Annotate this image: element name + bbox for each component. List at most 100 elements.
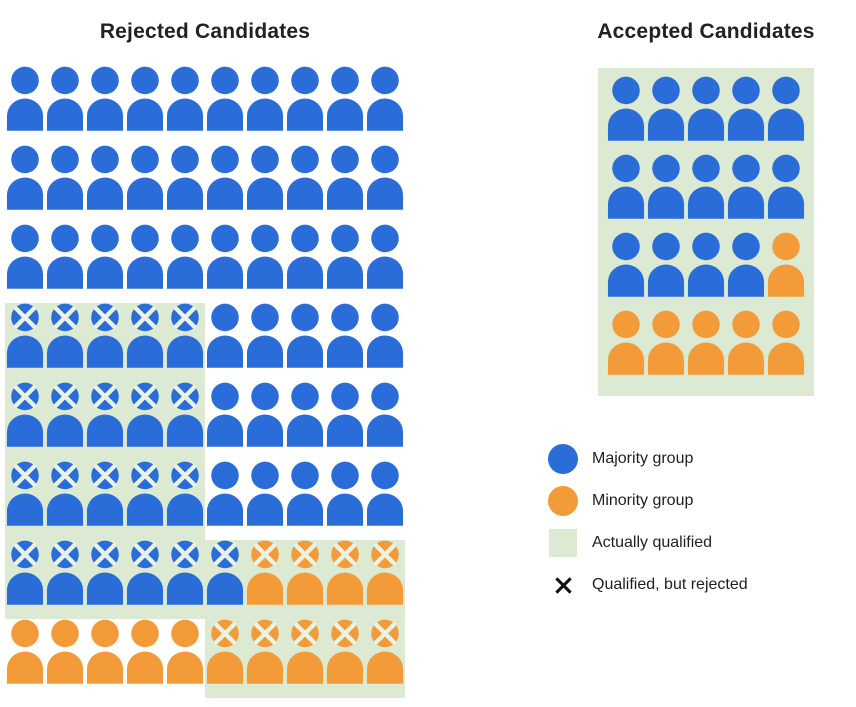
person-icon [46, 66, 84, 131]
person-icon [246, 66, 284, 131]
person-icon [767, 154, 805, 219]
person-icon [6, 66, 44, 131]
person-icon [687, 232, 725, 297]
candidate-majority [5, 145, 45, 224]
candidate-majority [285, 461, 325, 540]
person-icon [126, 303, 164, 368]
person-icon [206, 540, 244, 605]
candidate-majority [125, 66, 165, 145]
person-icon [687, 76, 725, 141]
candidate-majority [165, 66, 205, 145]
person-icon [286, 303, 324, 368]
accepted-candidates-grid [606, 76, 806, 388]
candidate-majority [205, 224, 245, 303]
candidate-majority [245, 382, 285, 461]
candidate-majority [245, 145, 285, 224]
candidate-minority-qualified-rejected [365, 619, 405, 698]
person-icon [126, 224, 164, 289]
person-icon [246, 540, 284, 605]
person-icon [647, 154, 685, 219]
candidate-majority [205, 66, 245, 145]
candidate-minority [45, 619, 85, 698]
candidate-majority [766, 154, 806, 232]
person-icon [607, 310, 645, 375]
candidate-majority-qualified-rejected [85, 303, 125, 382]
person-icon [727, 154, 765, 219]
person-icon [366, 66, 404, 131]
candidate-majority [165, 224, 205, 303]
legend-item: Actually qualified [548, 528, 748, 558]
candidate-majority [325, 145, 365, 224]
candidate-minority [646, 310, 686, 388]
person-icon [326, 382, 364, 447]
person-icon [206, 66, 244, 131]
candidate-majority-qualified-rejected [45, 382, 85, 461]
person-icon [286, 382, 324, 447]
candidate-majority [205, 145, 245, 224]
person-icon [326, 619, 364, 684]
candidate-minority-qualified-rejected [245, 540, 285, 619]
candidate-minority-qualified-rejected [245, 619, 285, 698]
candidate-majority [646, 154, 686, 232]
person-icon [86, 619, 124, 684]
candidate-majority [285, 145, 325, 224]
candidate-majority [245, 224, 285, 303]
person-icon [366, 540, 404, 605]
person-icon [46, 540, 84, 605]
person-icon [6, 382, 44, 447]
legend-item: Majority group [548, 444, 748, 474]
candidate-majority [45, 224, 85, 303]
candidate-majority [365, 66, 405, 145]
person-icon [366, 461, 404, 526]
person-icon [206, 382, 244, 447]
candidate-majority-qualified-rejected [165, 382, 205, 461]
candidate-majority [245, 66, 285, 145]
person-icon [286, 66, 324, 131]
candidate-majority-qualified-rejected [5, 461, 45, 540]
person-icon [166, 461, 204, 526]
candidate-minority [606, 310, 646, 388]
person-icon [647, 76, 685, 141]
person-icon [126, 382, 164, 447]
candidate-majority [205, 382, 245, 461]
legend-label: Majority group [592, 450, 694, 467]
candidate-minority [85, 619, 125, 698]
candidate-majority-qualified-rejected [45, 540, 85, 619]
accepted-qualified-region [598, 68, 814, 396]
candidate-majority [5, 66, 45, 145]
person-icon [767, 232, 805, 297]
candidate-majority [125, 224, 165, 303]
person-icon [286, 461, 324, 526]
candidate-majority [606, 76, 646, 154]
candidate-majority-qualified-rejected [5, 540, 45, 619]
person-icon [46, 145, 84, 210]
candidate-majority [766, 76, 806, 154]
person-icon [286, 619, 324, 684]
person-icon [166, 303, 204, 368]
candidate-minority [5, 619, 45, 698]
person-icon [767, 76, 805, 141]
person-icon [166, 145, 204, 210]
person-icon [246, 303, 284, 368]
person-icon [206, 619, 244, 684]
candidate-majority [85, 145, 125, 224]
candidate-majority [726, 232, 766, 310]
person-icon [286, 145, 324, 210]
person-icon [326, 66, 364, 131]
candidate-majority [5, 224, 45, 303]
candidate-majority [205, 461, 245, 540]
person-icon [86, 145, 124, 210]
candidate-majority [285, 382, 325, 461]
accepted-panel-title: Accepted Candidates [597, 20, 815, 43]
candidate-majority-qualified-rejected [165, 540, 205, 619]
person-icon [607, 232, 645, 297]
person-icon [687, 154, 725, 219]
person-icon [46, 224, 84, 289]
candidate-majority [686, 76, 726, 154]
qualified-square-icon [548, 528, 578, 558]
person-icon [206, 145, 244, 210]
person-icon [6, 619, 44, 684]
candidate-majority [125, 145, 165, 224]
candidate-minority-qualified-rejected [325, 619, 365, 698]
candidate-majority-qualified-rejected [165, 303, 205, 382]
